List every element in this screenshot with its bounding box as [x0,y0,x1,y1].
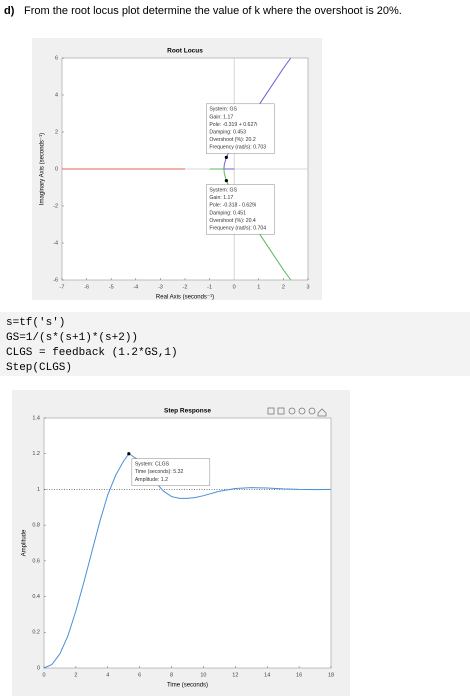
x-axis-label: Time (seconds) [167,683,208,689]
code-line: CLGS = feedback (1.2*GS,1) [6,347,178,359]
chart-title: Root Locus [167,48,203,55]
y-tick-label: 0 [37,665,40,671]
x-tick-label: 0 [42,672,45,678]
x-tick-label: 2 [282,284,285,290]
y-tick-label: 0 [55,166,58,172]
x-tick-label: -4 [133,284,138,290]
toolbar-icon[interactable] [267,407,275,415]
datatip-text: Frequency (rad/s): 0.703 [209,145,266,151]
x-tick-label: 16 [296,672,302,678]
datatip-text: Pole: -0.318 - 0.629i [209,203,256,209]
datatip-text: Damping: 0.453 [209,129,246,135]
question-text: From the root locus plot determine the v… [24,5,402,17]
x-tick-label: 3 [306,284,309,290]
toolbar-icon[interactable] [288,407,296,415]
x-tick-label: 1 [257,284,260,290]
datatip-text: Gain: 1.17 [209,195,233,201]
datatip-box [206,184,275,235]
y-tick-label: 0.8 [32,523,40,529]
x-tick-label: 2 [74,672,77,678]
datatip-text: Time (seconds): 5.32 [135,469,184,475]
datatip-point [224,179,228,183]
datatip-text: Overshoot (%): 20.2 [209,137,256,143]
x-axis-label: Real Axis (seconds⁻¹) [156,295,214,301]
question-label: d) [4,5,15,17]
datatip-text: Frequency (rad/s): 0.704 [209,226,266,232]
datatip-point [127,452,131,456]
y-tick-label: 0.4 [32,594,40,600]
y-tick-label: 6 [55,55,58,61]
x-tick-label: 0 [233,284,236,290]
datatip-text: Pole: -0.319 + 0.627i [209,122,257,128]
y-tick-label: 1 [37,487,40,493]
x-tick-label: 18 [328,672,334,678]
code-line: GS=1/(s*(s+1)*(s+2)) [6,332,138,344]
datatip-text: Damping: 0.451 [209,210,246,216]
datatip-text: Gain: 1.17 [209,114,233,120]
datatip-point [224,155,228,160]
toolbar-icon[interactable] [317,408,327,417]
x-tick-label: -7 [60,284,65,290]
x-tick-label: -5 [109,284,114,290]
chart-title: Step Response [164,408,211,415]
y-axis-label: Imaginary Axis (seconds⁻¹) [40,133,46,205]
datatip-text: Overshoot (%): 20.4 [209,218,256,224]
x-tick-label: -2 [183,284,188,290]
y-tick-label: 1.2 [32,451,40,457]
y-tick-label: -6 [53,277,58,283]
x-tick-label: 12 [232,672,238,678]
y-tick-label: 4 [55,92,58,98]
x-tick-label: 8 [170,672,173,678]
datatip-box [206,103,275,154]
toolbar-icon[interactable] [308,407,316,415]
y-tick-label: 2 [55,129,58,135]
x-tick-label: -6 [84,284,89,290]
x-tick-label: -1 [207,284,212,290]
axes-box [43,417,332,669]
toolbar-icon[interactable] [298,407,306,415]
x-tick-label: 6 [138,672,141,678]
y-tick-label: 0.6 [32,558,40,564]
code-line: s=tf('s') [6,317,65,329]
datatip-text: System: GS [209,107,237,113]
datatip-text: System: CLGS [135,462,170,468]
x-tick-label: 14 [264,672,270,678]
y-tick-label: -2 [53,203,58,209]
y-tick-label: 0.2 [32,630,40,636]
y-axis-label: Amplitude [22,529,28,556]
code-line: Step(CLGS) [6,362,72,374]
toolbar-icon[interactable] [277,407,285,415]
code-block [0,312,470,376]
x-tick-label: 4 [106,672,109,678]
y-tick-label: 1.4 [32,415,40,421]
datatip-box [131,458,211,486]
x-tick-label: -3 [158,284,163,290]
x-tick-label: 10 [200,672,206,678]
toolbar[interactable] [267,407,327,417]
datatip-text: System: GS [209,188,237,194]
y-tick-label: -4 [53,240,58,246]
datatip-text: Amplitude: 1.2 [135,477,168,483]
